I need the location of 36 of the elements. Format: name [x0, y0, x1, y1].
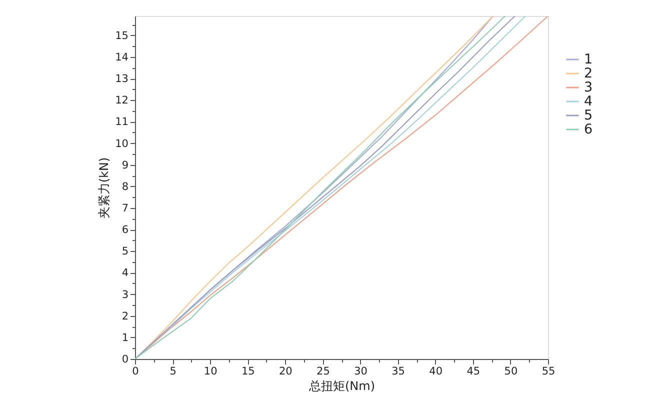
y-tick-label: 5 — [122, 246, 128, 258]
y-tick-label: 9 — [122, 159, 128, 172]
legend-label: 1 — [584, 52, 593, 68]
y-tick-label: 4 — [122, 267, 129, 280]
x-tick-label: 10 — [204, 366, 218, 378]
y-tick-label: 2 — [122, 310, 128, 322]
legend-label: 2 — [584, 66, 593, 82]
y-axis-title: 夹紧力(kN) — [97, 157, 112, 219]
y-tick-label: 1 — [122, 332, 128, 344]
x-tick-label: 25 — [316, 366, 330, 378]
legend-label: 3 — [584, 80, 593, 96]
x-tick-label: 35 — [392, 366, 406, 378]
y-tick-label: 7 — [122, 202, 128, 214]
x-axis-title: 总扭矩(Nm) — [308, 379, 376, 393]
legend-label: 5 — [584, 108, 593, 124]
legend-label: 4 — [584, 94, 593, 110]
x-tick-label: 30 — [354, 366, 368, 378]
y-tick-label: 10 — [115, 138, 128, 150]
x-tick-label: 20 — [278, 366, 292, 378]
x-tick-label: 5 — [170, 366, 176, 378]
legend-label: 6 — [584, 122, 593, 138]
y-tick-label: 6 — [122, 224, 129, 236]
y-tick-label: 14 — [115, 51, 129, 64]
y-tick-label: 13 — [115, 73, 128, 86]
y-tick-label: 11 — [115, 116, 128, 128]
x-tick-label: 50 — [504, 366, 518, 378]
x-tick-label: 45 — [466, 366, 480, 378]
y-tick-label: 8 — [122, 180, 128, 193]
y-tick-label: 0 — [122, 354, 128, 366]
x-tick-label: 55 — [542, 366, 556, 378]
y-tick-label: 15 — [115, 30, 128, 42]
x-tick-label: 0 — [132, 366, 139, 378]
y-tick-label: 3 — [122, 288, 128, 301]
x-tick-label: 15 — [241, 366, 255, 378]
y-tick-label: 12 — [115, 94, 128, 107]
x-tick-label: 40 — [429, 366, 443, 378]
